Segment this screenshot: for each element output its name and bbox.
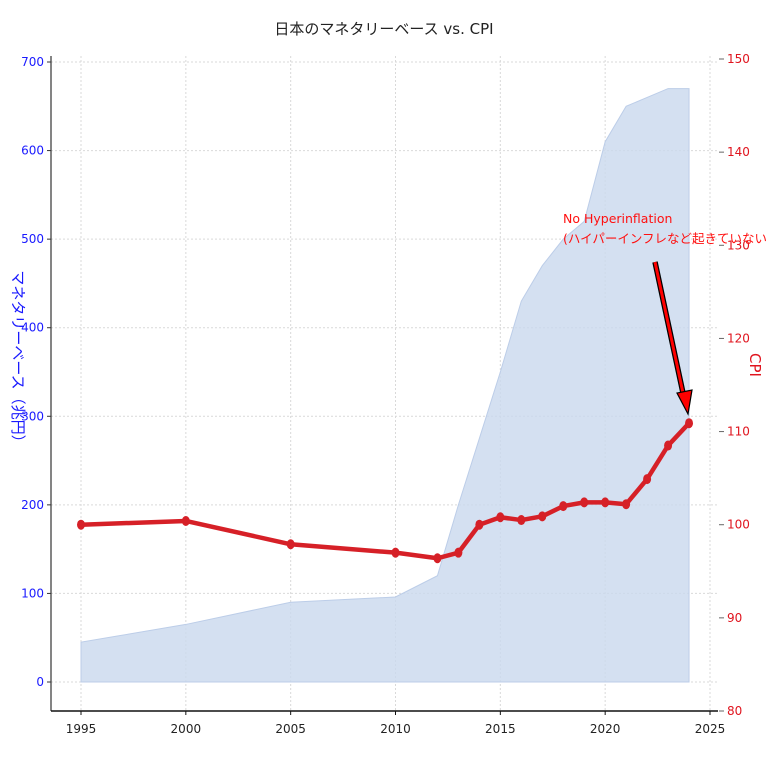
svg-text:300: 300 xyxy=(21,409,44,423)
axes xyxy=(50,56,718,712)
annotation-line2: (ハイパーインフレなど起きていない) xyxy=(563,231,768,246)
svg-text:100: 100 xyxy=(727,518,750,532)
svg-text:2020: 2020 xyxy=(590,722,621,736)
svg-text:0: 0 xyxy=(36,675,44,689)
svg-text:200: 200 xyxy=(21,498,44,512)
svg-text:2015: 2015 xyxy=(485,722,516,736)
right-axis-label: CPI xyxy=(746,353,764,377)
svg-text:110: 110 xyxy=(727,425,750,439)
svg-text:700: 700 xyxy=(21,55,44,69)
svg-text:2000: 2000 xyxy=(171,722,202,736)
svg-text:600: 600 xyxy=(21,144,44,158)
svg-text:2025: 2025 xyxy=(695,722,726,736)
svg-text:80: 80 xyxy=(727,704,742,718)
svg-text:500: 500 xyxy=(21,232,44,246)
x-axis-ticks: 1995 2000 2005 2010 2015 2020 2025 xyxy=(66,711,726,736)
svg-text:2005: 2005 xyxy=(275,722,306,736)
svg-text:140: 140 xyxy=(727,145,750,159)
svg-text:2010: 2010 xyxy=(380,722,411,736)
chart-title: 日本のマネタリーベース vs. CPI xyxy=(274,20,493,38)
cpi-line xyxy=(77,418,694,564)
arrow-icon xyxy=(652,261,693,416)
svg-text:90: 90 xyxy=(727,611,742,625)
svg-text:130: 130 xyxy=(727,238,750,252)
monetary-base-area xyxy=(80,88,690,683)
left-axis-ticks: 0 100 200 300 400 500 600 700 xyxy=(21,55,51,689)
left-axis-label: マネタリーベース（兆円） xyxy=(9,270,27,449)
right-axis-ticks: 80 90 100 110 120 130 140 150 xyxy=(719,52,750,718)
svg-text:400: 400 xyxy=(21,321,44,335)
annotation-line1: No Hyperinflation xyxy=(563,211,672,226)
annotation-no-hyperinflation: No Hyperinflation (ハイパーインフレなど起きていない) xyxy=(563,211,768,416)
svg-text:100: 100 xyxy=(21,586,44,600)
svg-text:150: 150 xyxy=(727,52,750,66)
svg-text:120: 120 xyxy=(727,331,750,345)
svg-text:1995: 1995 xyxy=(66,722,97,736)
